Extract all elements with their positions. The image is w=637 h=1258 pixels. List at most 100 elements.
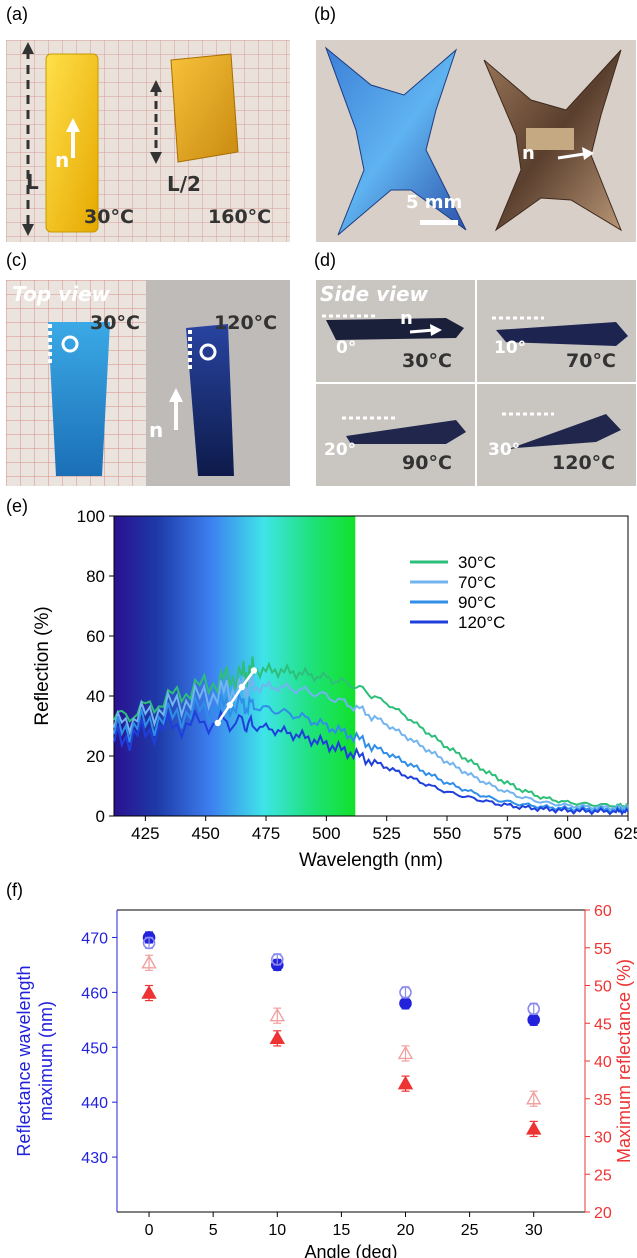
x-tick-label: 25 [461,1222,479,1239]
right-y-tick-label: 35 [594,1092,612,1109]
visible-spectrum-background [114,516,356,816]
temperature-label: 120°C [214,312,278,334]
x-tick-label: 20 [397,1222,415,1239]
x-tick-label: 525 [372,824,400,843]
temperature-label: 70°C [566,350,616,372]
temperature-label: 30°C [402,350,452,372]
data-point-triangle-open [526,1090,542,1105]
temperature-label: 30°C [84,206,134,228]
y-axis-title: Reflection (%) [32,606,53,725]
data-point-circle-open [270,953,284,966]
peak-trace-point [250,667,258,674]
left-y-tick-label: 460 [81,985,108,1002]
x-tick-label: 450 [192,824,220,843]
data-point-circle-open [527,1002,541,1016]
right-y-tick-label: 40 [594,1054,612,1071]
panel-b-label: (b) [314,4,336,24]
temperature-label: 30°C [90,312,140,334]
x-tick-label: 425 [131,824,159,843]
panel-c-photo: Top view 30°C 120°C n [6,280,290,486]
y-tick-label: 0 [96,807,105,826]
data-point-triangle-filled [269,1030,285,1045]
left-y-tick-label: 470 [81,930,108,947]
legend-entry: 120°C [458,613,505,632]
peak-trace-point [226,701,234,709]
data-point-triangle-open [397,1045,414,1060]
right-y-tick-label: 60 [594,903,612,920]
peak-trace-point [214,719,221,727]
x-tick-label: 0 [145,1222,154,1239]
x-axis-title: Angle (deg) [304,1242,397,1258]
temperature-label: 120°C [552,452,616,474]
data-point-triangle-open [269,1007,285,1022]
y-tick-label: 40 [86,687,105,706]
length-label-half-L: L/2 [167,172,201,196]
left-y-tick-label: 430 [81,1150,108,1167]
left-y-axis-title-line: Reflectance wavelength [14,965,34,1156]
scale-bar-label: 5 mm [406,192,463,213]
series-line-120°C [113,708,629,816]
director-n-label: n [400,308,413,329]
right-y-tick-label: 25 [594,1167,612,1184]
panel-e-label: (e) [6,496,28,516]
director-n-label: n [55,148,70,172]
angle-dependence-chart: 0 5 10 15 20 25 30 430 440 450 460 470 20 25 30 35 40 45 5… [14,903,634,1258]
y-tick-label: 100 [77,507,105,526]
left-y-axis-title: Reflectance wavelength maximum (nm) [14,965,56,1156]
tilt-angle-label: 30° [488,440,521,460]
x-tick-label: 500 [312,824,340,843]
tilt-angle-label: 10° [494,338,527,358]
director-n-label: n [149,418,164,442]
x-tick-label: 10 [268,1222,286,1239]
left-y-axis-title-line: maximum (nm) [36,1001,56,1121]
data-point-triangle-filled [526,1121,542,1135]
temperature-label: 160°C [208,206,272,228]
left-y-tick-label: 440 [81,1095,108,1112]
series-line-30°C [113,656,629,809]
panel-a-photo: L L/2 n 30°C 160°C [6,40,290,242]
panel-c-label: (c) [6,250,27,270]
data-point-triangle-filled [141,985,157,999]
data-point-circle-filled [527,1013,541,1027]
temperature-label: 90°C [402,452,452,474]
legend-entry: 30°C [458,553,496,572]
data-point-circle-filled [399,997,412,1010]
x-tick-label: 5 [209,1222,218,1239]
series-line-90°C [113,691,629,815]
y-tick-label: 80 [86,567,105,586]
right-y-tick-label: 50 [594,979,612,996]
right-y-tick-label: 20 [594,1205,612,1222]
director-n-label: n [522,143,535,164]
data-point-triangle-filled [397,1075,414,1090]
panel-b-illustration [316,40,636,242]
y-tick-label: 20 [86,747,105,766]
reflection-spectrum-chart: 0 20 40 60 80 100 425 450 475 500 525 550 575 600 625 W… [32,507,637,871]
panel-a-illustration [6,40,290,242]
view-label: Top view [12,282,111,306]
plot-frame [113,515,629,817]
length-label-L: L [26,170,39,194]
peak-trace-line [216,669,255,724]
x-axis-title: Wavelength (nm) [299,850,443,871]
right-y-tick-label: 55 [594,941,612,958]
x-tick-label: 600 [553,824,581,843]
view-label: Side view [320,282,429,306]
x-tick-label: 30 [525,1222,543,1239]
panel-a-label: (a) [6,4,28,24]
panel-c-illustration [6,280,290,486]
right-y-axis-title: Maximum reflectance (%) [614,959,634,1163]
left-y-tick-label: 450 [81,1040,108,1057]
x-tick-label: 15 [332,1222,350,1239]
right-y-tick-label: 45 [594,1016,612,1033]
x-tick-label: 575 [493,824,521,843]
data-point-circle-open [142,936,156,950]
tilt-angle-label: 20° [324,440,357,460]
tilt-angle-label: 0° [336,338,357,358]
panel-d-photo: Side view n 0° 30°C 10° 70°C 20° 90°C 30… [316,280,636,486]
data-point-circle-open [399,986,412,999]
panel-b-photo: n 5 mm [316,40,636,242]
right-y-tick-label: 30 [594,1130,612,1147]
x-tick-label: 550 [433,824,461,843]
data-point-triangle-open [141,954,157,969]
panel-d-label: (d) [314,250,336,270]
